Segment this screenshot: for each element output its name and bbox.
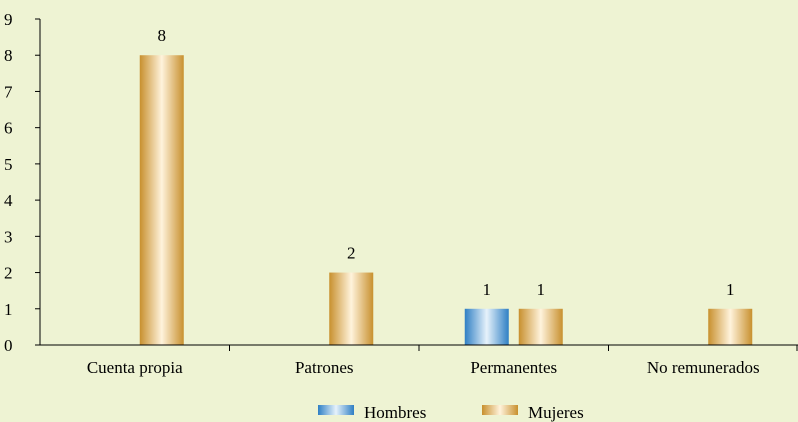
- y-tick-label: 2: [4, 264, 13, 283]
- bar-mujeres-0: [139, 55, 184, 345]
- y-tick-label: 0: [4, 336, 13, 355]
- legend-label-mujeres: Mujeres: [528, 403, 584, 422]
- y-tick-label: 7: [4, 82, 13, 101]
- category-label: Permanentes: [470, 358, 557, 377]
- legend-label-hombres: Hombres: [364, 403, 426, 422]
- y-axis-ticks: 0 1 2 3 4 5 6 7 8 9: [4, 10, 40, 355]
- legend-swatch-hombres: [318, 405, 354, 415]
- value-label: 1: [483, 280, 492, 299]
- bar-mujeres-3: [708, 308, 753, 345]
- value-label: 1: [726, 280, 735, 299]
- bar-mujeres-1: [329, 272, 374, 345]
- y-tick-label: 6: [4, 119, 13, 138]
- y-tick-label: 5: [4, 155, 13, 174]
- value-label: 1: [537, 280, 546, 299]
- bar-hombres-2: [464, 308, 509, 345]
- y-tick-label: 4: [4, 191, 13, 210]
- y-tick-label: 9: [4, 10, 13, 29]
- y-tick-label: 3: [4, 227, 13, 246]
- category-label: Cuenta propia: [87, 358, 183, 377]
- value-labels: 8 2 1 1 1: [158, 26, 735, 299]
- legend-swatch-mujeres: [482, 405, 518, 415]
- category-labels: Cuenta propia Patrones Permanentes No remun…: [87, 345, 798, 377]
- bars: [139, 55, 753, 345]
- value-label: 8: [158, 26, 167, 45]
- value-label: 2: [347, 244, 356, 263]
- legend: Hombres Mujeres: [318, 403, 584, 422]
- bar-mujeres-2: [518, 308, 563, 345]
- y-tick-label: 1: [4, 300, 13, 319]
- category-label: Patrones: [295, 358, 354, 377]
- category-label: No remunerados: [647, 358, 760, 377]
- y-tick-label: 8: [4, 46, 13, 65]
